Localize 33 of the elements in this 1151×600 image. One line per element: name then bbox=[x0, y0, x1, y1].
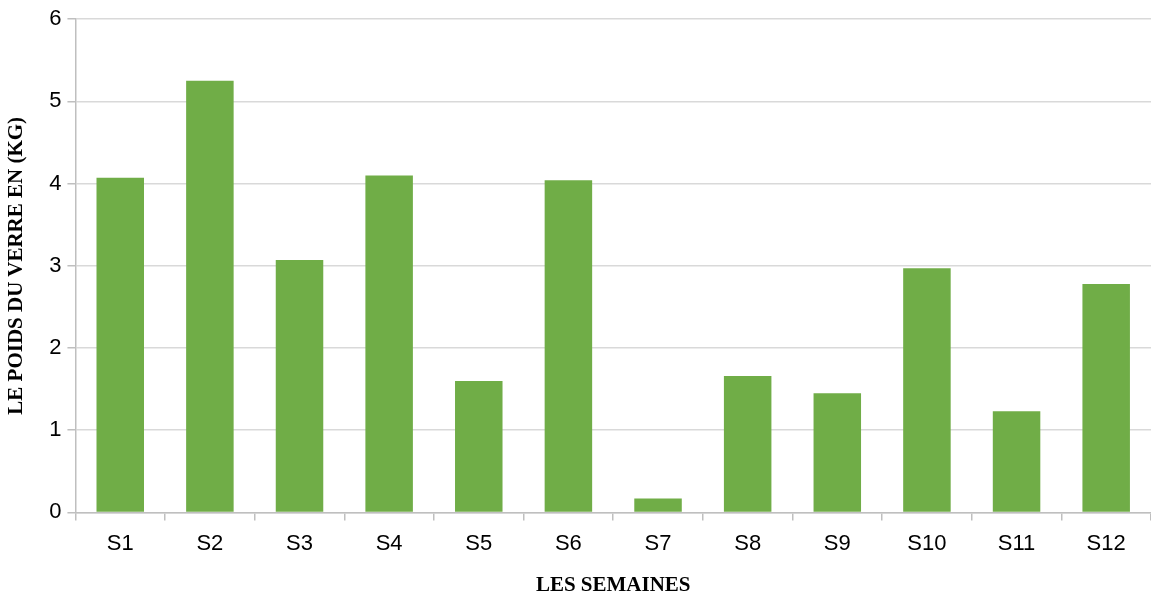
y-tick-label: 1 bbox=[49, 416, 62, 442]
y-tick-label: 3 bbox=[49, 251, 62, 277]
x-tick-label: S10 bbox=[907, 529, 947, 555]
x-tick-label: S9 bbox=[823, 529, 851, 555]
y-tick-label: 4 bbox=[49, 169, 62, 195]
bar bbox=[903, 268, 951, 512]
y-tick-label: 0 bbox=[49, 498, 62, 524]
bar bbox=[634, 498, 682, 512]
y-tick-label: 6 bbox=[49, 5, 62, 31]
bar bbox=[186, 80, 234, 512]
x-tick-label: S12 bbox=[1086, 529, 1126, 555]
bar bbox=[96, 177, 144, 512]
x-tick-label: S1 bbox=[106, 529, 134, 555]
bar bbox=[723, 375, 772, 512]
x-axis-title: LES SEMAINES bbox=[535, 571, 691, 596]
x-tick-label: S2 bbox=[196, 529, 224, 555]
bar bbox=[455, 380, 503, 512]
x-tick-label: S6 bbox=[554, 529, 582, 555]
y-axis-title: LE POIDS DU VERRE EN (KG) bbox=[3, 116, 28, 415]
x-tick-label: S3 bbox=[286, 529, 313, 555]
x-tick-label: S4 bbox=[375, 529, 403, 555]
bar bbox=[813, 393, 862, 512]
y-tick-label: 2 bbox=[49, 334, 62, 360]
bar bbox=[365, 175, 413, 512]
x-tick-label: S8 bbox=[734, 529, 762, 555]
y-tick-label: 5 bbox=[49, 87, 62, 113]
x-tick-label: S5 bbox=[465, 529, 493, 555]
bar bbox=[1082, 283, 1130, 512]
bar bbox=[275, 260, 324, 512]
x-tick-label: S11 bbox=[997, 529, 1036, 555]
bar bbox=[544, 180, 593, 512]
x-tick-label: S7 bbox=[644, 529, 672, 555]
bar bbox=[992, 411, 1041, 512]
